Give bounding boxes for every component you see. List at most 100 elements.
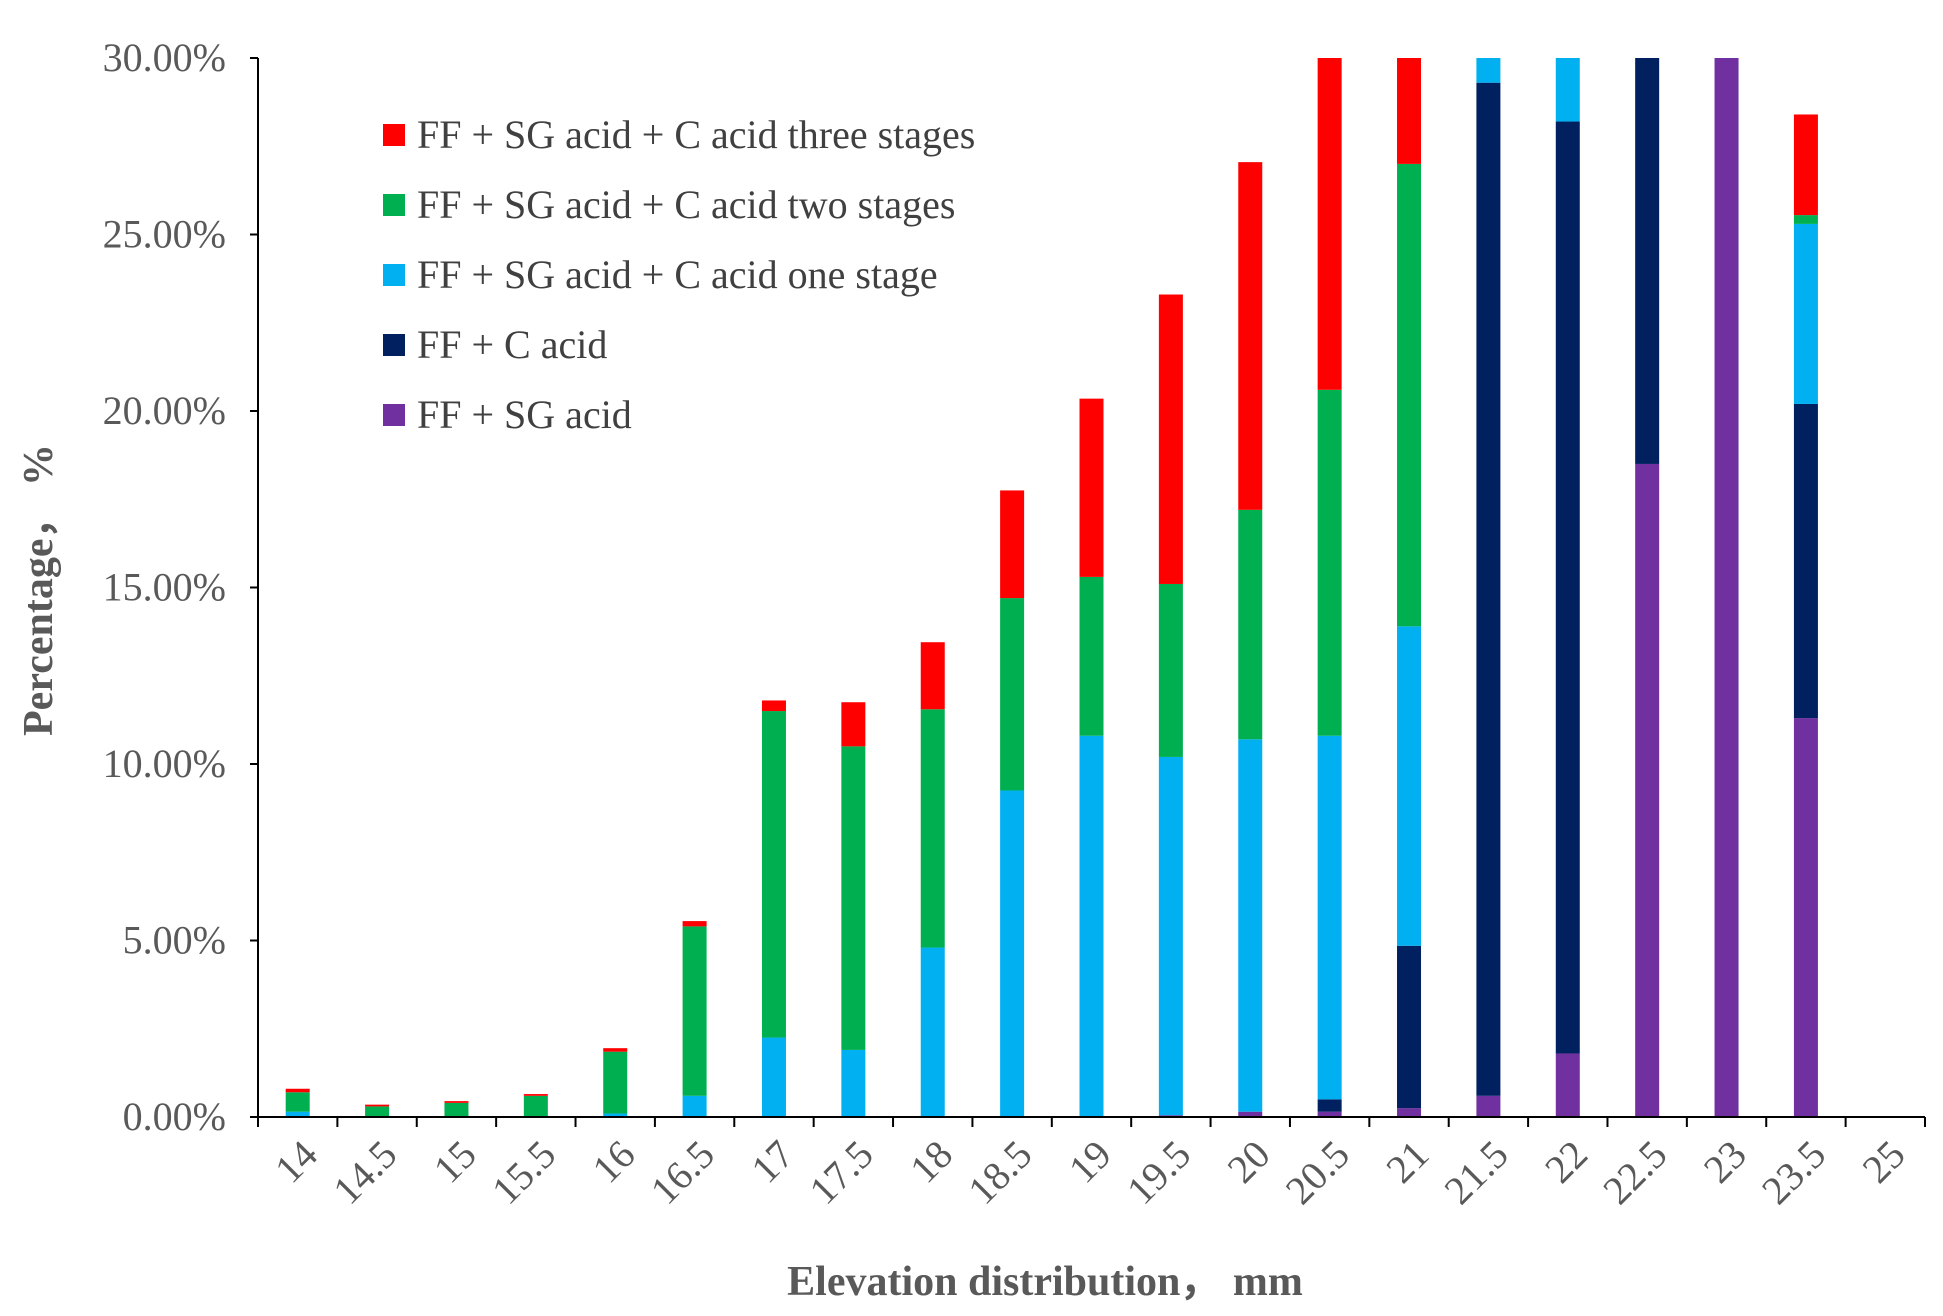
x-tick-label: 15 [425, 1132, 485, 1192]
bar-segment-ff-sg-acid-c-acid-three-stages-17 [761, 700, 786, 712]
x-tick-label: 18 [901, 1132, 961, 1192]
bar-segment-ff-sg-acid-c-acid-two-stages-14.5 [365, 1106, 390, 1117]
y-tick-label: 10.00% [103, 741, 226, 786]
x-tick-label: 22.5 [1594, 1132, 1675, 1213]
bar-segment-ff-sg-acid-c-acid-three-stages-19 [1079, 398, 1104, 577]
bar-segment-ff-sg-acid-c-acid-three-stages-23.5 [1793, 114, 1818, 216]
x-tick-label: 20 [1219, 1132, 1279, 1192]
bar-segment-ff-sg-acid-c-acid-two-stages-15 [444, 1102, 469, 1117]
axes [250, 57, 1926, 1127]
legend-label: FF + SG acid [417, 392, 632, 437]
x-tick-label: 21.5 [1435, 1132, 1516, 1213]
bar-segment-ff-sg-acid-c-acid-two-stages-20 [1238, 509, 1263, 740]
bar-segment-ff-c-acid-22.5 [1635, 58, 1660, 464]
bar-segment-ff-sg-acid-c-acid-three-stages-18 [920, 642, 945, 710]
x-tick-label: 18.5 [959, 1132, 1040, 1213]
x-tick-label: 17.5 [800, 1132, 881, 1213]
x-tick-label: 16.5 [642, 1132, 723, 1213]
bar-segment-ff-sg-acid-23 [1714, 58, 1739, 1117]
bar-segment-ff-sg-acid-c-acid-two-stages-17.5 [841, 746, 866, 1050]
legend-swatch [383, 404, 405, 426]
x-tick-label: 19.5 [1118, 1132, 1199, 1213]
bar-segment-ff-sg-acid-22 [1555, 1053, 1580, 1117]
bar-segment-ff-sg-acid-22.5 [1635, 463, 1660, 1117]
bar-segment-ff-sg-acid-c-acid-two-stages-14 [285, 1092, 310, 1112]
bar-segment-ff-sg-acid-c-acid-two-stages-16.5 [682, 926, 707, 1096]
bar-segment-ff-c-acid-23.5 [1793, 403, 1818, 719]
legend-label: FF + SG acid + C acid one stage [417, 252, 938, 297]
bar-segment-ff-sg-acid-c-acid-one-stage-18 [920, 947, 945, 1117]
bar-segment-ff-sg-acid-c-acid-three-stages-18.5 [1000, 490, 1025, 599]
y-tick-label: 25.00% [103, 212, 226, 257]
y-tick-label: 20.00% [103, 388, 226, 433]
bar-segment-ff-sg-acid-c-acid-one-stage-17.5 [841, 1049, 866, 1117]
x-tick-label: 23.5 [1753, 1132, 1834, 1213]
y-axis-ticks: 0.00% 5.00% 10.00% 15.00% 20.00% 25.00% 30.00% [103, 35, 226, 1139]
bar-segment-ff-sg-acid-c-acid-three-stages-15 [444, 1101, 469, 1103]
y-tick-label: 5.00% [123, 918, 226, 963]
bar-segment-ff-sg-acid-c-acid-one-stage-20.5 [1317, 735, 1342, 1100]
legend-label: FF + SG acid + C acid three stages [417, 112, 975, 157]
bar-segment-ff-sg-acid-c-acid-one-stage-21.5 [1476, 58, 1501, 83]
bar-segment-ff-sg-acid-c-acid-two-stages-21 [1397, 163, 1422, 627]
bar-segment-ff-c-acid-20.5 [1317, 1099, 1342, 1112]
x-axis-title: Elevation distribution， mm [787, 1259, 1303, 1305]
x-tick-label: 19 [1060, 1132, 1120, 1192]
bar-segment-ff-sg-acid-21 [1397, 1108, 1422, 1117]
x-tick-label: 16 [583, 1132, 643, 1192]
x-tick-label: 14.5 [324, 1132, 405, 1213]
bar-segment-ff-sg-acid-c-acid-one-stage-17 [761, 1037, 786, 1117]
bar-segment-ff-sg-acid-c-acid-one-stage-19 [1079, 735, 1104, 1117]
x-tick-label: 14 [266, 1132, 326, 1192]
legend-swatch [383, 124, 405, 146]
bar-segment-ff-sg-acid-c-acid-one-stage-16 [603, 1113, 628, 1117]
x-tick-label: 20.5 [1277, 1132, 1358, 1213]
bar-segment-ff-sg-acid-c-acid-three-stages-21 [1397, 58, 1422, 164]
bar-segment-ff-sg-acid-c-acid-one-stage-18.5 [1000, 790, 1025, 1117]
bar-segment-ff-sg-acid-20 [1238, 1111, 1263, 1117]
bar-segment-ff-sg-acid-c-acid-one-stage-22 [1555, 58, 1580, 122]
y-tick-label: 15.00% [103, 565, 226, 610]
bar-segment-ff-sg-acid-c-acid-three-stages-19.5 [1158, 294, 1183, 584]
bar-segment-ff-sg-acid-c-acid-three-stages-20 [1238, 162, 1263, 510]
bar-segment-ff-sg-acid-23.5 [1793, 718, 1818, 1117]
bar-segment-ff-sg-acid-c-acid-two-stages-18 [920, 709, 945, 948]
bar-segment-ff-sg-acid-21.5 [1476, 1095, 1501, 1117]
bar-segment-ff-sg-acid-c-acid-two-stages-18.5 [1000, 598, 1025, 791]
x-tick-label: 17 [742, 1132, 802, 1192]
y-tick-label: 0.00% [123, 1094, 226, 1139]
bar-segment-ff-sg-acid-c-acid-three-stages-20.5 [1317, 58, 1342, 390]
bar-segment-ff-c-acid-22 [1555, 121, 1580, 1054]
bar-segment-ff-sg-acid-c-acid-two-stages-23.5 [1793, 215, 1818, 224]
legend-swatch [383, 194, 405, 216]
bar-segment-ff-sg-acid-c-acid-two-stages-15.5 [523, 1095, 548, 1117]
x-tick-label: 22 [1536, 1132, 1596, 1192]
y-axis-title: Percentage， % [16, 444, 62, 736]
legend: FF + SG acid + C acid three stages FF + S… [383, 112, 975, 437]
bar-segment-ff-sg-acid-c-acid-two-stages-19.5 [1158, 583, 1183, 757]
bar-segment-ff-sg-acid-c-acid-three-stages-16.5 [682, 921, 707, 927]
bar-segment-ff-sg-acid-c-acid-three-stages-14.5 [365, 1104, 390, 1107]
bar-segment-ff-c-acid-21.5 [1476, 82, 1501, 1096]
bar-segment-ff-sg-acid-c-acid-one-stage-14 [285, 1111, 310, 1117]
x-tick-label: 23 [1695, 1132, 1755, 1192]
bar-segment-ff-sg-acid-c-acid-two-stages-20.5 [1317, 389, 1342, 736]
x-tick-label: 25 [1854, 1132, 1914, 1192]
y-tick-label: 30.00% [103, 35, 226, 80]
legend-swatch [383, 334, 405, 356]
bar-segment-ff-sg-acid-c-acid-one-stage-19.5 [1158, 756, 1183, 1116]
bar-segment-ff-sg-acid-c-acid-one-stage-20 [1238, 739, 1263, 1112]
bar-segment-ff-sg-acid-c-acid-one-stage-21 [1397, 626, 1422, 946]
bar-segment-ff-sg-acid-c-acid-three-stages-14 [285, 1088, 310, 1093]
bar-series [285, 58, 1818, 1117]
x-tick-label: 21 [1377, 1132, 1437, 1192]
x-tick-label: 15.5 [483, 1132, 564, 1213]
bar-segment-ff-sg-acid-c-acid-two-stages-17 [761, 711, 786, 1038]
bar-segment-ff-sg-acid-20.5 [1317, 1111, 1342, 1117]
bar-segment-ff-sg-acid-c-acid-one-stage-16.5 [682, 1095, 707, 1117]
bar-segment-ff-sg-acid-c-acid-one-stage-23.5 [1793, 223, 1818, 404]
bar-segment-ff-sg-acid-c-acid-two-stages-19 [1079, 576, 1104, 736]
legend-swatch [383, 264, 405, 286]
